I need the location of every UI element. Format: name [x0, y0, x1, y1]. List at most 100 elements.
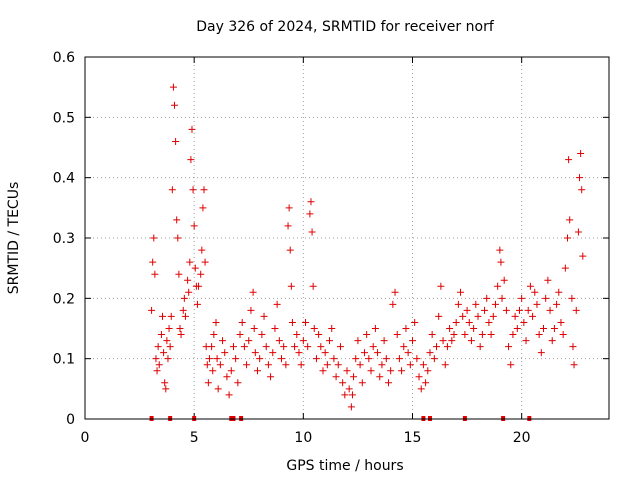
data-point	[319, 367, 327, 375]
data-point	[225, 391, 233, 399]
data-point	[193, 300, 201, 308]
data-point	[317, 343, 325, 351]
data-point	[162, 385, 170, 393]
data-point	[240, 343, 248, 351]
data-point	[376, 373, 384, 381]
data-point	[247, 306, 255, 314]
data-point	[152, 355, 160, 363]
data-point	[494, 282, 502, 290]
data-point	[395, 355, 403, 363]
data-point	[284, 222, 292, 230]
data-point	[238, 318, 246, 326]
data-point	[229, 343, 237, 351]
data-point	[520, 318, 528, 326]
data-point	[350, 373, 358, 381]
data-point	[330, 355, 338, 363]
data-point	[275, 337, 283, 345]
data-point	[204, 379, 212, 387]
x-tick-label: 15	[404, 430, 422, 446]
data-point	[561, 264, 569, 272]
data-point	[184, 276, 192, 284]
data-point	[214, 385, 222, 393]
y-tick-label: 0.5	[53, 110, 75, 126]
data-point	[269, 349, 277, 357]
data-point	[461, 331, 469, 339]
data-point	[251, 349, 259, 357]
data-point	[483, 294, 491, 302]
data-point	[256, 355, 264, 363]
data-point	[363, 331, 371, 339]
data-point	[424, 367, 432, 375]
data-point	[273, 300, 281, 308]
y-tick-label: 0.2	[53, 291, 75, 307]
chart-title: Day 326 of 2024, SRMTID for receiver nor…	[196, 19, 495, 35]
data-point	[498, 294, 506, 302]
data-point	[365, 355, 373, 363]
data-point	[285, 204, 293, 212]
data-point	[544, 276, 552, 284]
data-point	[507, 361, 515, 369]
data-point	[149, 258, 157, 266]
data-point	[315, 331, 323, 339]
data-point	[579, 252, 587, 260]
x-tick-label: 20	[513, 430, 531, 446]
data-point	[151, 270, 159, 278]
data-point	[439, 337, 447, 345]
data-point	[415, 373, 423, 381]
data-point	[208, 343, 216, 351]
data-point	[169, 83, 177, 91]
data-point	[197, 270, 205, 278]
data-point	[550, 325, 558, 332]
data-point	[578, 186, 586, 194]
data-point	[529, 312, 537, 320]
data-point	[288, 318, 296, 326]
data-point	[411, 318, 419, 326]
data-point	[243, 361, 251, 369]
data-point	[221, 349, 229, 357]
data-point	[291, 343, 299, 351]
data-point	[398, 367, 406, 375]
data-point	[553, 300, 561, 308]
data-point	[312, 355, 320, 363]
axis-ticks: 0 0.1 0.2 0.3 0.4 0.5 0.6 0 5 10 15 20	[53, 50, 609, 446]
data-point	[187, 156, 195, 164]
plot-frame	[84, 56, 610, 420]
x-axis-label: GPS time / hours	[286, 458, 403, 474]
data-point	[293, 331, 301, 339]
data-point	[524, 306, 532, 314]
data-point	[308, 228, 316, 236]
y-tick-label: 0	[66, 412, 75, 428]
data-point	[576, 174, 584, 182]
data-point	[463, 306, 471, 314]
data-point	[234, 379, 242, 387]
data-point	[505, 343, 513, 351]
data-point	[299, 337, 307, 345]
data-point	[297, 361, 305, 369]
data-point	[250, 325, 258, 332]
data-point	[448, 337, 456, 345]
data-point	[354, 337, 362, 345]
data-point	[509, 331, 517, 339]
data-point	[565, 156, 573, 164]
data-point	[564, 234, 572, 242]
data-point	[302, 318, 310, 326]
data-point	[430, 355, 438, 363]
data-point	[154, 343, 162, 351]
data-point	[175, 270, 183, 278]
data-point	[391, 288, 399, 296]
y-tick-label: 0.4	[53, 171, 75, 187]
data-point	[577, 150, 585, 158]
data-point	[174, 234, 182, 242]
data-point	[417, 385, 425, 393]
data-point	[343, 367, 351, 375]
data-point	[441, 361, 449, 369]
data-point	[168, 186, 176, 194]
data-point	[203, 361, 211, 369]
data-point	[309, 282, 317, 290]
data-point	[450, 331, 458, 339]
data-point	[153, 367, 161, 375]
data-point	[454, 300, 462, 308]
data-point	[148, 306, 156, 314]
data-point	[236, 331, 244, 339]
